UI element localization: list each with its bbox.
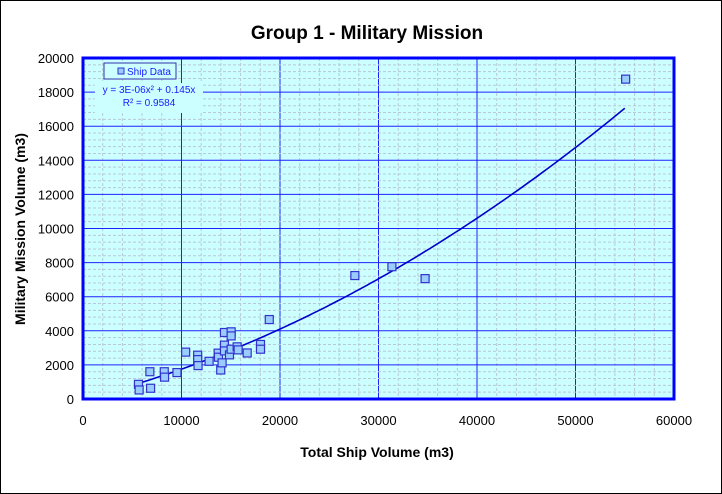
data-points	[133, 74, 631, 395]
legend-marker	[117, 67, 125, 75]
data-point	[242, 348, 252, 358]
legend-label: Ship Data	[127, 67, 171, 78]
data-point	[159, 372, 170, 382]
data-point	[181, 347, 191, 357]
trendline-label-bg	[95, 83, 203, 113]
legend: Ship Data	[103, 62, 177, 80]
plot-border	[81, 56, 676, 401]
data-point	[193, 360, 203, 371]
data-point	[387, 262, 397, 272]
x-tick-label: 60000	[656, 413, 692, 428]
data-point	[226, 331, 236, 341]
tick-labels: 0 10000 20000 30000 40000 50000 60000 0 2000 4000…	[38, 51, 692, 428]
y-tick-label: 20000	[38, 51, 74, 66]
x-tick-label: 0	[79, 413, 86, 428]
data-point	[172, 367, 182, 378]
x-tick-label: 30000	[360, 413, 396, 428]
y-tick-label: 6000	[45, 290, 74, 305]
y-tick-label: 0	[67, 392, 74, 407]
data-point	[145, 383, 156, 393]
y-tick-label: 2000	[45, 358, 74, 373]
y-tick-label: 18000	[38, 85, 74, 100]
x-axis-label: Total Ship Volume (m3)	[300, 444, 454, 460]
y-tick-label: 8000	[45, 256, 74, 271]
gridlines	[82, 57, 675, 400]
y-axis-label: Military Mission Volume (m3)	[12, 133, 28, 325]
trendline-equation: y = 3E-06x² + 0.145x	[103, 85, 196, 96]
data-point	[134, 385, 144, 395]
y-tick-label: 4000	[45, 324, 74, 339]
legend-box	[103, 62, 177, 80]
y-tick-label: 16000	[38, 119, 74, 134]
data-point	[350, 270, 360, 281]
data-point	[264, 314, 274, 325]
x-tick-label: 50000	[557, 413, 593, 428]
x-tick-label: 20000	[262, 413, 298, 428]
y-tick-label: 10000	[38, 222, 74, 237]
data-point	[233, 345, 243, 355]
chart-title: Group 1 - Military Mission	[251, 23, 483, 44]
x-tick-label: 10000	[163, 413, 199, 428]
data-point	[255, 344, 266, 354]
y-tick-label: 14000	[38, 153, 74, 168]
data-point	[145, 367, 155, 377]
trendline-r-squared: R² = 0.9584	[123, 98, 176, 109]
data-point	[204, 356, 214, 366]
data-point	[420, 274, 430, 284]
x-tick-label: 40000	[459, 413, 495, 428]
data-point	[621, 74, 631, 84]
data-point	[217, 358, 227, 368]
y-tick-label: 12000	[38, 187, 74, 202]
